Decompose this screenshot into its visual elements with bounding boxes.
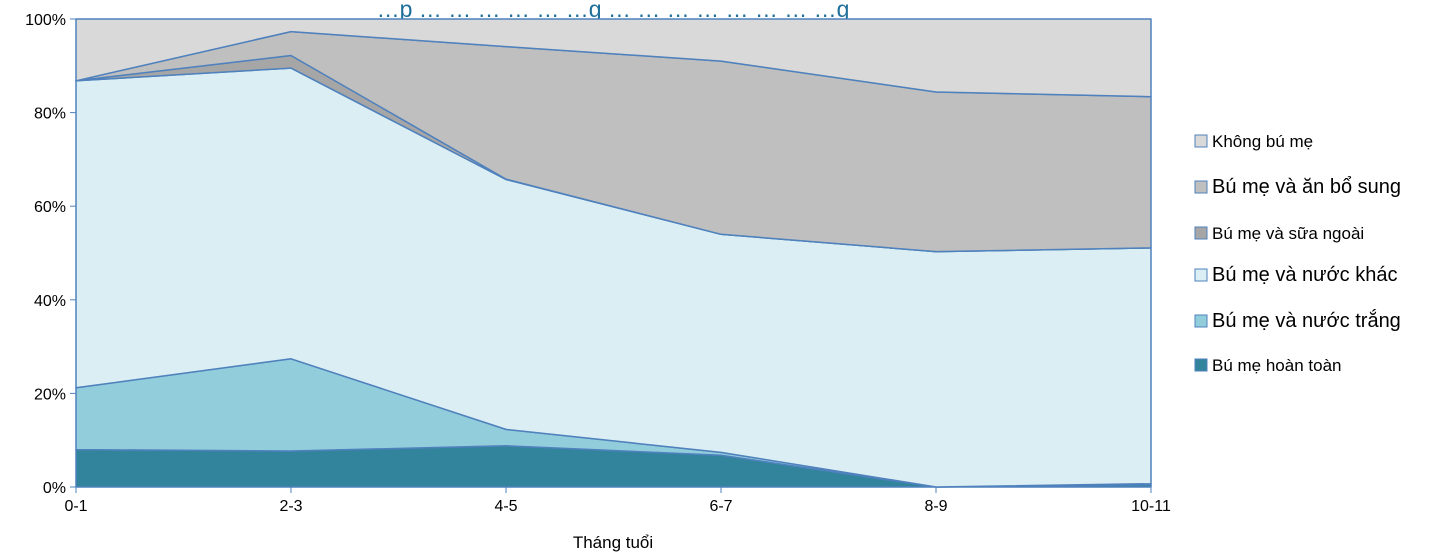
x-tick-label: 10-11 (1131, 498, 1171, 515)
legend-swatch (1194, 314, 1208, 328)
legend-swatch (1194, 268, 1208, 282)
x-tick-label: 6-7 (709, 498, 732, 515)
legend-swatch (1194, 358, 1208, 372)
legend-label: Không bú mẹ (1212, 132, 1313, 151)
y-tick-label: 20% (34, 386, 66, 403)
x-axis: 0-1 2-3 4-5 6-7 8-9 10-11 (64, 487, 1171, 515)
x-tick-label: 2-3 (279, 498, 302, 515)
y-tick-label: 40% (34, 293, 66, 310)
legend-label: Bú mẹ và nước khác (1212, 264, 1397, 286)
area-series-group (75, 18, 1152, 488)
legend-label: Bú mẹ và sữa ngoài (1212, 224, 1364, 243)
legend-label: Bú mẹ và nước trắng (1212, 309, 1401, 332)
x-tick-label: 0-1 (64, 498, 87, 515)
y-tick-label: 80% (34, 106, 66, 123)
x-axis-title: Tháng tuổi (573, 533, 653, 552)
legend-label: Bú mẹ và ăn bổ sung (1212, 176, 1401, 198)
x-tick-label: 8-9 (924, 498, 947, 515)
legend-label: Bú mẹ hoàn toàn (1212, 356, 1341, 375)
plot-frame (75, 18, 1152, 488)
y-tick-label: 100% (25, 12, 66, 29)
y-tick-label: 0% (43, 480, 66, 497)
legend-swatch (1194, 134, 1208, 148)
x-tick-label: 4-5 (494, 498, 517, 515)
legend-swatch (1194, 180, 1208, 194)
y-tick-label: 60% (34, 199, 66, 216)
chart-title: …p … … … … … …g … … … … … … … …g (377, 0, 850, 22)
legend: Không bú mẹ Bú mẹ và ăn bổ sung Bú mẹ và s… (1194, 132, 1401, 375)
y-axis: 0% 20% 40% 60% 80% 100% (25, 12, 76, 497)
legend-swatch (1194, 226, 1208, 240)
